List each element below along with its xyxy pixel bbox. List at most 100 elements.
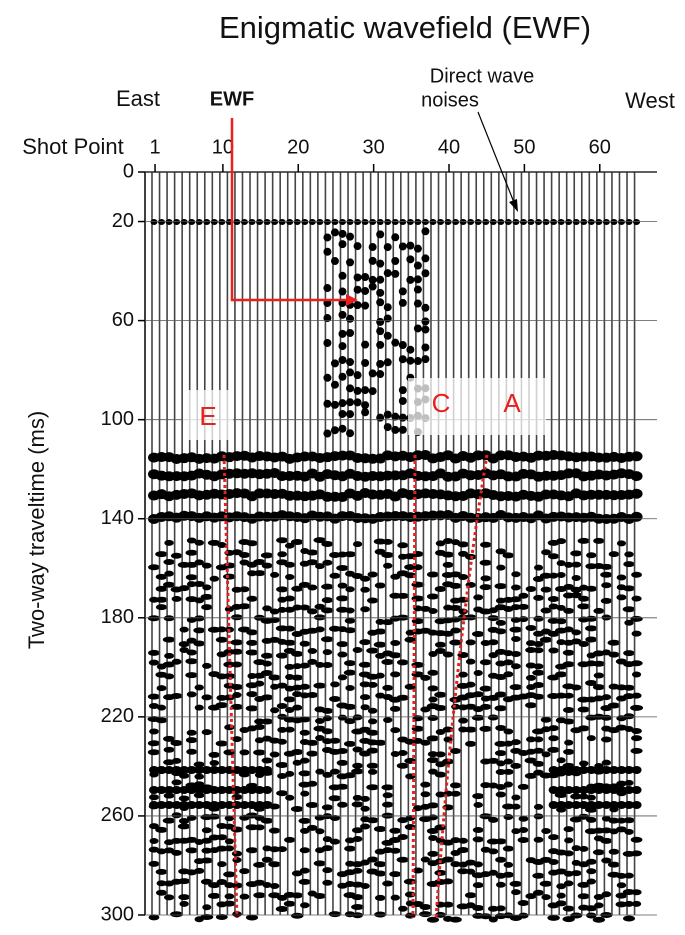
wiggle bbox=[449, 582, 462, 589]
wiggle bbox=[420, 791, 431, 798]
wiggle bbox=[472, 882, 484, 889]
wiggle bbox=[585, 858, 597, 865]
wiggle bbox=[148, 659, 160, 666]
wiggle bbox=[366, 784, 380, 791]
wiggle bbox=[615, 892, 628, 899]
wiggle bbox=[336, 748, 349, 755]
wiggle bbox=[359, 681, 371, 688]
wiggle bbox=[570, 793, 583, 800]
wiggle bbox=[336, 595, 349, 602]
wiggle bbox=[571, 574, 581, 581]
wiggle bbox=[209, 786, 220, 794]
wiggle bbox=[495, 768, 507, 775]
wiggle bbox=[155, 596, 169, 603]
wiggle bbox=[329, 552, 341, 559]
wiggle bbox=[239, 893, 250, 900]
wiggle bbox=[570, 912, 583, 919]
wiggle bbox=[284, 726, 295, 733]
wiggle bbox=[374, 628, 387, 635]
wiggle bbox=[306, 608, 318, 615]
wiggle bbox=[428, 768, 438, 775]
wiggle bbox=[563, 801, 574, 809]
wiggle bbox=[344, 718, 356, 725]
wiggle bbox=[381, 552, 395, 559]
wiggle bbox=[330, 400, 339, 409]
wiggle bbox=[360, 586, 370, 593]
wiggle bbox=[570, 550, 583, 557]
wiggle bbox=[337, 801, 348, 808]
wiggle bbox=[488, 916, 498, 923]
wiggle bbox=[368, 369, 377, 378]
wiggle bbox=[231, 586, 243, 593]
wiggle bbox=[194, 597, 205, 604]
wiggle bbox=[268, 861, 281, 868]
wiggle bbox=[292, 704, 303, 711]
wiggle bbox=[171, 779, 182, 786]
wiggle bbox=[502, 845, 514, 852]
wiggle bbox=[230, 639, 244, 646]
wiggle bbox=[253, 749, 266, 756]
wiggle bbox=[155, 889, 168, 896]
wiggle bbox=[601, 759, 612, 766]
wiggle bbox=[396, 592, 410, 599]
wiggle bbox=[291, 892, 304, 899]
wiggle bbox=[217, 861, 227, 868]
wiggle bbox=[548, 801, 559, 809]
wiggle bbox=[202, 904, 212, 911]
wiggle bbox=[608, 848, 620, 855]
wiggle bbox=[352, 867, 363, 874]
wiggle bbox=[532, 872, 545, 879]
wiggle bbox=[547, 553, 560, 560]
wiggle bbox=[352, 541, 363, 548]
wiggle bbox=[179, 766, 190, 774]
wiggle bbox=[616, 540, 627, 547]
wiggle bbox=[170, 692, 183, 699]
wiggle bbox=[185, 847, 198, 854]
wiggle bbox=[563, 748, 575, 755]
wiggle bbox=[511, 636, 521, 643]
wiggle bbox=[346, 384, 355, 393]
wiggle bbox=[624, 828, 634, 835]
wiggle bbox=[571, 786, 582, 794]
wiggle bbox=[171, 786, 182, 794]
wiggle bbox=[539, 880, 553, 887]
wiggle bbox=[330, 380, 339, 389]
wiggle bbox=[428, 834, 438, 841]
wiggle bbox=[548, 834, 560, 841]
wiggle bbox=[188, 219, 196, 225]
wiggle bbox=[245, 847, 259, 854]
wiggle bbox=[270, 571, 280, 578]
wiggle bbox=[630, 747, 643, 754]
axes: 0 20 60 100 140 180 220 260 300 1 10 20 30 40 50 60 bbox=[101, 136, 657, 925]
wiggle bbox=[178, 817, 190, 824]
wiggle bbox=[578, 766, 589, 774]
wiggle bbox=[254, 824, 265, 831]
wiggle bbox=[630, 511, 643, 522]
wiggle bbox=[496, 905, 506, 912]
wiggle bbox=[496, 564, 506, 571]
wiggle bbox=[359, 639, 371, 646]
wiggle bbox=[556, 639, 566, 646]
wiggle bbox=[564, 739, 574, 746]
wiggle bbox=[284, 836, 296, 843]
wiggle bbox=[323, 219, 331, 225]
wiggle bbox=[494, 740, 508, 747]
wiggle bbox=[382, 538, 393, 545]
wiggle bbox=[449, 605, 462, 612]
wiggle bbox=[299, 604, 311, 611]
wiggle bbox=[623, 650, 635, 657]
wiggle bbox=[361, 408, 370, 417]
wiggle bbox=[185, 658, 198, 665]
wiggle bbox=[427, 685, 439, 692]
wiggle bbox=[615, 901, 628, 908]
wiggle bbox=[193, 640, 206, 647]
wiggle bbox=[624, 619, 634, 626]
wiggle bbox=[256, 219, 264, 225]
wiggle bbox=[283, 696, 296, 703]
wiggle bbox=[155, 551, 168, 558]
wiggle bbox=[201, 729, 212, 736]
wiggle bbox=[383, 716, 393, 723]
wiggle bbox=[207, 626, 221, 633]
wiggle bbox=[369, 219, 377, 225]
wiggle bbox=[298, 878, 311, 885]
